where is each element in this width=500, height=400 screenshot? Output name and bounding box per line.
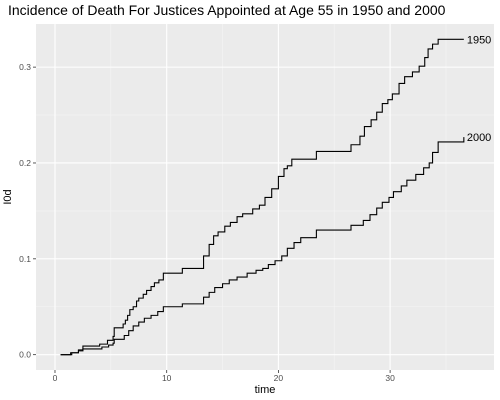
y-tick-label: 0.0 bbox=[19, 350, 31, 360]
series-label-1950: 1950 bbox=[467, 34, 491, 46]
y-tick-label: 0.3 bbox=[19, 62, 31, 72]
x-tick-label: 20 bbox=[274, 373, 284, 383]
series-layer bbox=[60, 38, 465, 356]
minor-grid bbox=[36, 24, 494, 370]
series-labels: 1950 2000 bbox=[467, 34, 491, 144]
chart-title: Incidence of Death For Justices Appointe… bbox=[8, 2, 446, 18]
y-tick-label: 0.1 bbox=[19, 254, 31, 264]
series-line-1950 bbox=[60, 38, 464, 356]
x-tick-label: 10 bbox=[162, 373, 172, 383]
x-tick-label: 0 bbox=[53, 373, 58, 383]
x-axis-title: time bbox=[255, 384, 276, 396]
series-label-2000: 2000 bbox=[467, 132, 491, 144]
y-axis-title: I0d bbox=[2, 189, 14, 204]
y-tick-label: 0.2 bbox=[19, 158, 31, 168]
x-tick-label: 30 bbox=[385, 373, 395, 383]
x-axis: 0 10 20 30 bbox=[53, 370, 395, 383]
y-axis: 0.0 0.1 0.2 0.3 bbox=[19, 62, 36, 360]
series-line-2000 bbox=[60, 137, 465, 356]
